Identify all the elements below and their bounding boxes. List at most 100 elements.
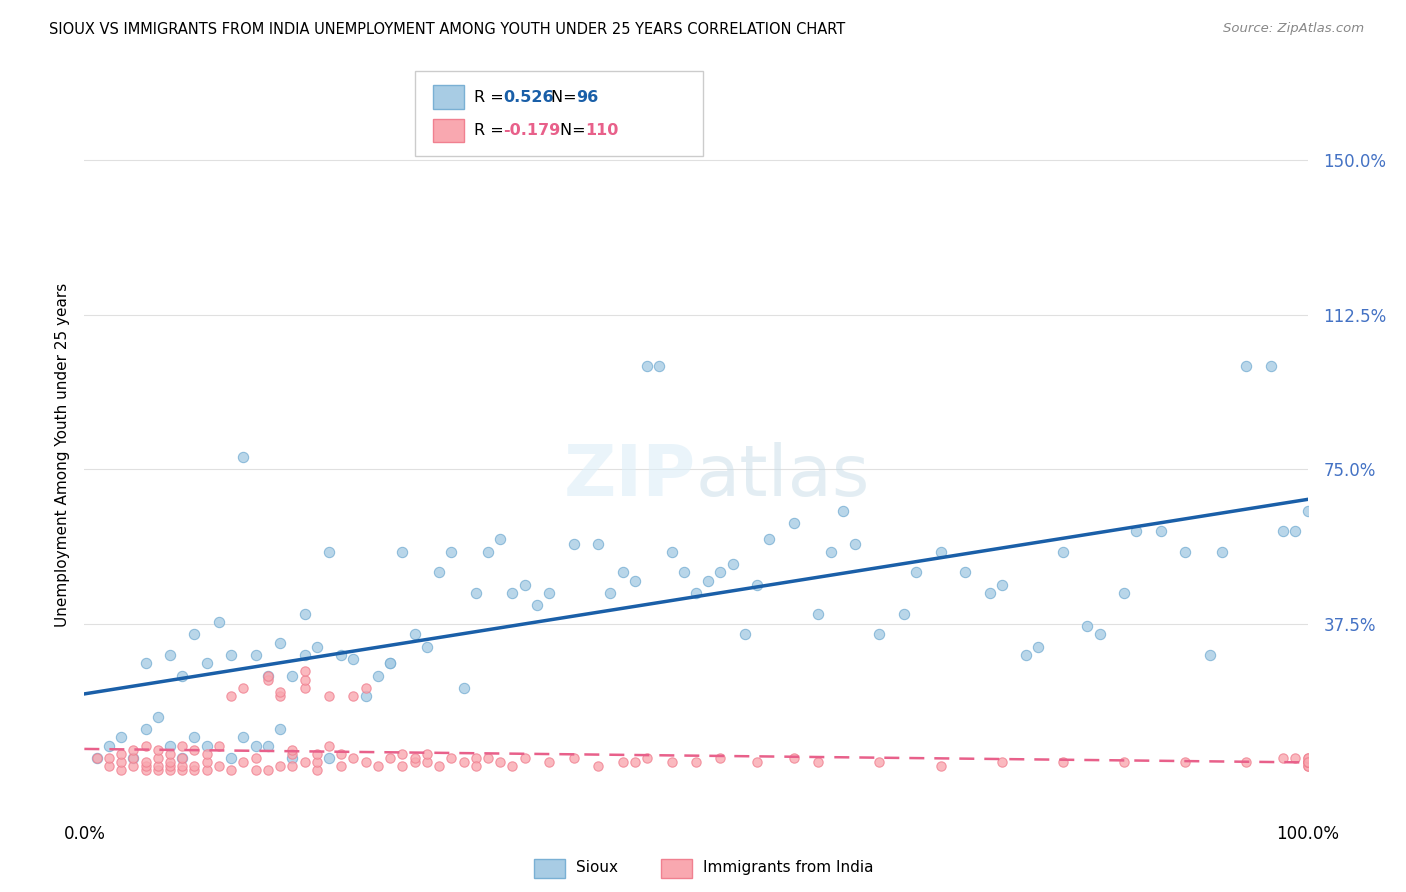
Point <box>245 764 267 778</box>
Point <box>1296 751 1319 765</box>
Point <box>440 751 463 765</box>
Point <box>612 566 634 580</box>
Point <box>86 751 108 765</box>
Point <box>599 586 621 600</box>
Point <box>257 668 280 682</box>
Point <box>281 751 304 765</box>
Point <box>1296 751 1319 765</box>
Point <box>245 739 267 753</box>
Point <box>305 747 328 761</box>
Point <box>1284 524 1306 539</box>
Y-axis label: Unemployment Among Youth under 25 years: Unemployment Among Youth under 25 years <box>55 283 70 627</box>
Point <box>391 545 413 559</box>
Point <box>232 731 254 745</box>
Point <box>122 751 145 765</box>
Point <box>1125 524 1147 539</box>
Point <box>183 759 205 773</box>
Point <box>367 759 389 773</box>
Point <box>330 648 353 662</box>
Text: SIOUX VS IMMIGRANTS FROM INDIA UNEMPLOYMENT AMONG YOUTH UNDER 25 YEARS CORRELATI: SIOUX VS IMMIGRANTS FROM INDIA UNEMPLOYM… <box>49 22 845 37</box>
Point <box>195 756 218 770</box>
Point <box>146 710 169 724</box>
Point <box>562 536 585 550</box>
Point <box>172 751 194 765</box>
Point <box>1088 627 1111 641</box>
Point <box>208 739 231 753</box>
Point <box>294 673 316 687</box>
Point <box>86 751 108 765</box>
Point <box>783 516 806 530</box>
Point <box>172 739 194 753</box>
Point <box>305 764 328 778</box>
Point <box>330 759 353 773</box>
Text: -0.179: -0.179 <box>503 123 561 138</box>
Point <box>1272 751 1295 765</box>
Point <box>135 759 157 773</box>
Point <box>245 648 267 662</box>
Point <box>110 756 132 770</box>
Point <box>269 690 291 704</box>
Point <box>146 751 169 765</box>
Text: 0.526: 0.526 <box>503 89 554 104</box>
Point <box>672 566 695 580</box>
Text: R =: R = <box>474 123 509 138</box>
Point <box>648 359 671 374</box>
Point <box>416 640 439 654</box>
Point <box>709 751 731 765</box>
Point <box>110 747 132 761</box>
Point <box>734 627 756 641</box>
Point <box>159 756 181 770</box>
Point <box>219 648 242 662</box>
Point <box>159 648 181 662</box>
Point <box>513 578 536 592</box>
Point <box>122 751 145 765</box>
Point <box>685 586 707 600</box>
Point <box>269 685 291 699</box>
Point <box>232 681 254 695</box>
Point <box>1198 648 1220 662</box>
Point <box>477 751 499 765</box>
Point <box>1114 756 1136 770</box>
Text: R =: R = <box>474 89 509 104</box>
Point <box>294 756 316 770</box>
Point <box>1296 759 1319 773</box>
Point <box>636 359 658 374</box>
Point <box>820 545 842 559</box>
Point <box>257 673 280 687</box>
Point <box>305 640 328 654</box>
Text: Immigrants from India: Immigrants from India <box>703 860 873 874</box>
Point <box>758 533 780 547</box>
Point <box>1028 640 1050 654</box>
Point <box>685 756 707 770</box>
Point <box>195 657 218 671</box>
Point <box>869 756 891 770</box>
Point <box>905 566 928 580</box>
Point <box>416 747 439 761</box>
Point <box>721 558 744 572</box>
Point <box>257 739 280 753</box>
Point <box>501 586 523 600</box>
Point <box>1296 503 1319 517</box>
Point <box>538 756 561 770</box>
Point <box>1234 756 1257 770</box>
Point <box>391 747 413 761</box>
Point <box>354 756 377 770</box>
Point <box>269 759 291 773</box>
Point <box>807 756 830 770</box>
Point <box>294 607 316 621</box>
Point <box>661 545 683 559</box>
Point <box>513 751 536 765</box>
Point <box>318 690 340 704</box>
Point <box>1260 359 1282 374</box>
Point <box>122 743 145 757</box>
Point <box>1052 756 1074 770</box>
Point <box>404 627 426 641</box>
Point <box>97 739 120 753</box>
Point <box>305 756 328 770</box>
Text: 110: 110 <box>585 123 619 138</box>
Point <box>110 764 132 778</box>
Point <box>929 545 952 559</box>
Point <box>1296 759 1319 773</box>
Point <box>526 599 548 613</box>
Point <box>612 756 634 770</box>
